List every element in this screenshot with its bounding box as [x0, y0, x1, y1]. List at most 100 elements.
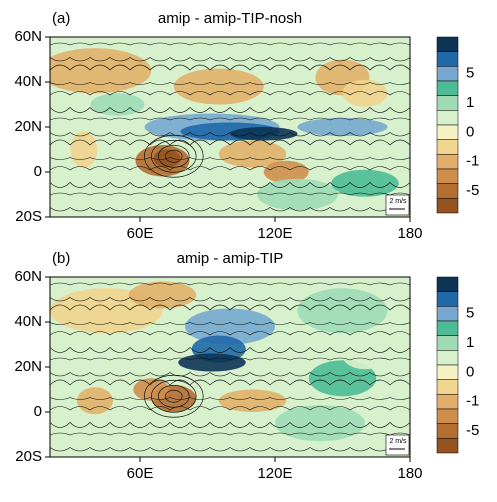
colorbar-bin: [436, 408, 459, 424]
shading: [342, 79, 388, 107]
ref-box: [385, 194, 410, 216]
colorbar-label: 1: [466, 334, 474, 351]
y-tick-label: 60N: [14, 268, 42, 285]
map-panel: 2 m/s (b) amip - amip-TIP 60E 120E 180 60N 40N 2…: [14, 250, 479, 482]
streamline: [50, 117, 410, 121]
shading: [342, 342, 388, 370]
colorbar-bin: [436, 394, 459, 410]
panel-title: amip - amip-TIP: [177, 250, 284, 267]
streamline: [50, 139, 410, 146]
streamline: [50, 406, 410, 411]
panel-label: (b): [52, 250, 70, 267]
colorbar-bin: [436, 350, 459, 366]
streamline: [50, 82, 410, 85]
colorbar-bin: [436, 110, 459, 126]
shading: [275, 405, 365, 442]
y-tick-label: 0: [34, 403, 42, 420]
x-tick-label: 60E: [127, 465, 154, 482]
colorbar-bin: [436, 36, 459, 52]
x-tick-label: 60E: [127, 225, 154, 242]
streamline: [50, 166, 410, 171]
colorbar-bin: [436, 154, 459, 170]
colorbar-bin: [436, 168, 459, 184]
colorbar-label: 0: [466, 123, 474, 140]
map-body: [50, 37, 410, 217]
shading: [133, 378, 170, 401]
panel-label: (a): [52, 10, 70, 27]
y-tick-label: 20N: [14, 118, 42, 135]
streamline: [50, 42, 410, 46]
colorbar-bin: [436, 95, 459, 111]
x-tick-label: 120E: [257, 465, 292, 482]
streamline: [50, 322, 410, 325]
vortex: [165, 389, 183, 403]
x-tick-label: 180: [397, 465, 422, 482]
shading: [178, 353, 246, 372]
colorbar-bin: [436, 198, 459, 214]
vortex: [158, 384, 190, 408]
vortex: [144, 374, 204, 418]
colorbar-bin: [436, 124, 459, 140]
streamline: [50, 57, 410, 62]
colorbar-label: 1: [466, 94, 474, 111]
shading: [185, 308, 275, 345]
colorbar-bin: [436, 139, 459, 155]
streamline: [50, 379, 410, 386]
shading: [263, 160, 309, 184]
colorbar-bin: [436, 80, 459, 96]
vortex: [151, 379, 197, 413]
streamline: [50, 297, 410, 302]
shading: [297, 118, 388, 136]
shading: [218, 389, 287, 412]
streamline: [50, 182, 410, 188]
streamline: [50, 397, 410, 400]
x-tick-label: 180: [397, 225, 422, 242]
colorbar-bin: [436, 335, 459, 351]
shading: [230, 127, 298, 141]
ref-label: 2 m/s: [389, 198, 407, 205]
vortex: [165, 149, 183, 163]
x-tick-label: 120E: [257, 225, 292, 242]
y-tick-label: 20S: [15, 448, 42, 465]
shading: [257, 178, 338, 211]
colorbar-label: -1: [466, 153, 479, 170]
shading: [77, 387, 113, 415]
y-tick-label: 60N: [14, 28, 42, 45]
colorbar-bin: [436, 438, 459, 454]
shading: [331, 169, 399, 197]
shading: [50, 48, 152, 94]
colorbar-bin: [436, 306, 459, 322]
colorbar-bin: [436, 183, 459, 199]
colorbar-label: 0: [466, 363, 474, 380]
streamline: [50, 91, 410, 96]
ref-label: 2 m/s: [389, 438, 407, 445]
streamline: [50, 64, 410, 71]
streamline: [50, 331, 410, 336]
y-tick-label: 40N: [14, 73, 42, 90]
colorbar-bin: [436, 379, 459, 395]
colorbar-bin: [436, 364, 459, 380]
map-body: [50, 277, 410, 457]
y-tick-label: 40N: [14, 313, 42, 330]
streamline: [50, 207, 410, 212]
shading: [128, 281, 197, 309]
colorbar-bin: [436, 51, 459, 67]
colorbar-label: -5: [466, 182, 479, 199]
panel-title: amip - amip-TIP-nosh: [158, 10, 302, 27]
streamline: [50, 132, 410, 137]
map-panel: 2 m/s (a) amip - amip-TIP-nosh 60E 120E 180 60…: [14, 10, 479, 242]
shading: [173, 68, 264, 105]
colorbar-bin: [436, 320, 459, 336]
colorbar-bin: [436, 276, 459, 292]
y-tick-label: 0: [34, 163, 42, 180]
y-tick-label: 20N: [14, 358, 42, 375]
streamline: [50, 422, 410, 428]
colorbar-bin: [436, 423, 459, 439]
streamline: [50, 347, 410, 353]
streamline: [50, 304, 410, 311]
streamline: [50, 357, 410, 361]
streamline: [50, 447, 410, 452]
ref-box: [385, 434, 410, 456]
streamline: [50, 282, 410, 286]
